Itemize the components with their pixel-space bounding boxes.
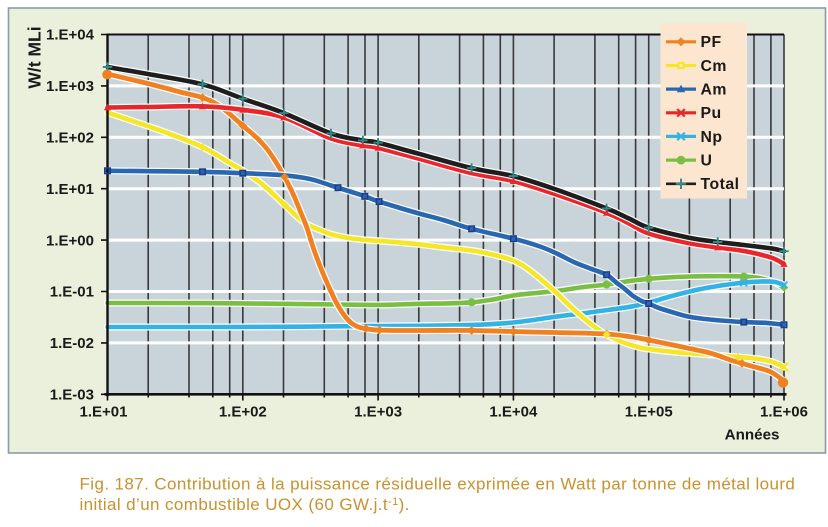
svg-text:Pu: Pu [701,105,722,122]
svg-text:Total: Total [701,176,740,193]
svg-text:1.E+03: 1.E+03 [46,78,94,95]
svg-text:1.E-02: 1.E-02 [50,335,94,352]
svg-text:1.E+03: 1.E+03 [354,404,402,421]
svg-text:1.E+06: 1.E+06 [760,404,808,421]
svg-text:PF: PF [701,34,722,51]
svg-text:initial d’un combustible UOX (: initial d’un combustible UOX (60 GW.j.t-… [80,495,410,514]
svg-text:Fig. 187. Contribution à la pu: Fig. 187. Contribution à la puissance ré… [80,475,796,494]
svg-text:U: U [701,153,713,170]
svg-text:1.E+02: 1.E+02 [219,404,267,421]
svg-text:1.E-03: 1.E-03 [50,387,94,404]
svg-text:1.E+01: 1.E+01 [46,181,94,198]
svg-text:Np: Np [701,129,723,146]
svg-text:1.E+02: 1.E+02 [46,130,94,147]
svg-text:1.E-01: 1.E-01 [50,284,94,301]
svg-text:1.E+00: 1.E+00 [46,232,94,249]
svg-text:W/t MLi: W/t MLi [25,26,45,88]
svg-text:Années: Années [725,427,780,444]
svg-text:1.E+04: 1.E+04 [46,27,95,44]
svg-text:1.E+01: 1.E+01 [80,404,128,421]
svg-text:1.E+04: 1.E+04 [489,404,538,421]
svg-text:Cm: Cm [701,58,727,75]
svg-text:1.E+05: 1.E+05 [625,404,673,421]
svg-text:Am: Am [701,82,727,99]
